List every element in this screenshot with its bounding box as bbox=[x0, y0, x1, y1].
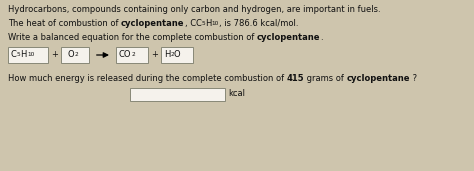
Text: kcal: kcal bbox=[228, 89, 245, 98]
Text: ?: ? bbox=[410, 74, 418, 83]
Text: H: H bbox=[164, 50, 170, 59]
Text: H: H bbox=[205, 19, 212, 28]
Text: grams of: grams of bbox=[304, 74, 347, 83]
Text: cyclopentane: cyclopentane bbox=[257, 33, 320, 42]
Text: 10: 10 bbox=[212, 21, 219, 26]
Text: 10: 10 bbox=[27, 52, 35, 57]
Text: , is 786.6 kcal/mol.: , is 786.6 kcal/mol. bbox=[219, 19, 299, 28]
Text: How much energy is released during the complete combustion of: How much energy is released during the c… bbox=[8, 74, 287, 83]
Text: The heat of combustion of: The heat of combustion of bbox=[8, 19, 121, 28]
Bar bbox=[161, 47, 193, 63]
Text: Write a balanced equation for the complete combustion of: Write a balanced equation for the comple… bbox=[8, 33, 257, 42]
Text: H: H bbox=[21, 50, 27, 59]
Text: cyclopentane: cyclopentane bbox=[121, 19, 185, 28]
Text: 2: 2 bbox=[170, 52, 174, 57]
Text: 5: 5 bbox=[201, 21, 205, 26]
Text: .: . bbox=[320, 33, 323, 42]
Bar bbox=[61, 47, 89, 63]
Text: 2: 2 bbox=[131, 52, 135, 57]
Text: cyclopentane: cyclopentane bbox=[347, 74, 410, 83]
Text: CO: CO bbox=[119, 50, 131, 59]
Text: , C: , C bbox=[185, 19, 196, 28]
Bar bbox=[116, 47, 148, 63]
Text: Hydrocarbons, compounds containing only carbon and hydrogen, are important in fu: Hydrocarbons, compounds containing only … bbox=[8, 5, 381, 14]
Text: O: O bbox=[68, 50, 74, 59]
Bar bbox=[130, 88, 225, 101]
Text: +: + bbox=[151, 50, 158, 59]
Text: 5: 5 bbox=[17, 52, 21, 57]
Text: 2: 2 bbox=[74, 52, 78, 57]
Text: +: + bbox=[51, 50, 58, 59]
Text: C: C bbox=[196, 19, 201, 28]
Bar bbox=[8, 47, 48, 63]
Text: O: O bbox=[174, 50, 181, 59]
Text: C: C bbox=[11, 50, 17, 59]
Text: 415: 415 bbox=[287, 74, 304, 83]
